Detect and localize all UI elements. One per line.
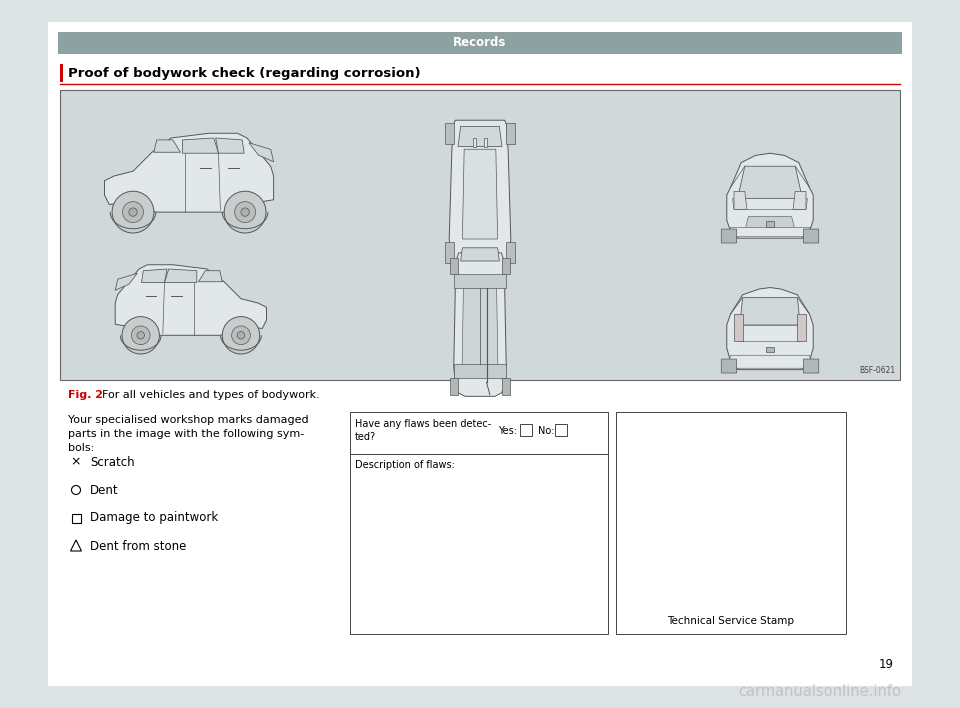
Ellipse shape <box>234 202 255 222</box>
Text: Yes:: Yes: <box>498 426 517 436</box>
Ellipse shape <box>237 331 245 339</box>
Text: No:: No: <box>538 426 555 436</box>
Ellipse shape <box>225 191 266 233</box>
Polygon shape <box>729 227 812 236</box>
FancyBboxPatch shape <box>721 229 736 243</box>
Ellipse shape <box>112 191 154 233</box>
Polygon shape <box>199 270 223 282</box>
Text: Dent from stone: Dent from stone <box>90 539 186 552</box>
Text: Your specialised workshop marks damaged: Your specialised workshop marks damaged <box>68 415 308 425</box>
Ellipse shape <box>123 202 143 222</box>
Bar <box>350 412 608 454</box>
Text: Fig. 2: Fig. 2 <box>68 390 103 400</box>
Polygon shape <box>734 314 743 341</box>
Bar <box>58 32 902 54</box>
Text: Dent: Dent <box>90 484 119 496</box>
Ellipse shape <box>241 208 250 216</box>
FancyBboxPatch shape <box>804 229 819 243</box>
Polygon shape <box>745 217 795 231</box>
Polygon shape <box>164 269 197 282</box>
Text: Scratch: Scratch <box>90 455 134 469</box>
Bar <box>60 64 63 82</box>
Polygon shape <box>737 166 803 199</box>
Text: Proof of bodywork check (regarding corrosion): Proof of bodywork check (regarding corro… <box>68 67 420 79</box>
Text: parts in the image with the following sym-: parts in the image with the following sy… <box>68 429 304 439</box>
Polygon shape <box>449 258 458 274</box>
Text: Damage to paintwork: Damage to paintwork <box>90 511 218 525</box>
Bar <box>555 424 567 436</box>
Polygon shape <box>454 365 506 378</box>
Polygon shape <box>502 258 511 274</box>
Text: carmanualsonline.info: carmanualsonline.info <box>738 685 901 700</box>
Bar <box>766 221 774 227</box>
Bar <box>350 454 608 634</box>
FancyBboxPatch shape <box>721 359 736 373</box>
Polygon shape <box>115 265 267 336</box>
Polygon shape <box>249 143 274 161</box>
Text: ted?: ted? <box>355 432 376 442</box>
Polygon shape <box>454 253 506 396</box>
Bar <box>766 347 774 353</box>
Ellipse shape <box>223 316 260 354</box>
Polygon shape <box>729 355 812 368</box>
Polygon shape <box>740 297 801 325</box>
Text: Have any flaws been detec-: Have any flaws been detec- <box>355 419 492 429</box>
Polygon shape <box>461 248 499 261</box>
Text: Description of flaws:: Description of flaws: <box>355 460 455 470</box>
Polygon shape <box>793 191 806 210</box>
Text: BSF-0621: BSF-0621 <box>859 366 895 375</box>
Polygon shape <box>182 138 219 153</box>
Polygon shape <box>727 287 813 370</box>
Polygon shape <box>154 140 180 152</box>
Polygon shape <box>727 153 813 238</box>
Text: bols:: bols: <box>68 443 94 453</box>
Polygon shape <box>141 269 167 282</box>
Bar <box>71 513 81 523</box>
Polygon shape <box>458 126 502 147</box>
Ellipse shape <box>231 326 251 345</box>
Polygon shape <box>798 314 806 341</box>
Polygon shape <box>485 138 487 147</box>
Bar <box>520 424 532 436</box>
Polygon shape <box>444 123 454 144</box>
Polygon shape <box>473 138 475 147</box>
Ellipse shape <box>129 208 137 216</box>
Polygon shape <box>734 191 747 210</box>
Polygon shape <box>449 120 511 270</box>
Text: ×: × <box>71 455 82 469</box>
Polygon shape <box>463 149 497 239</box>
Ellipse shape <box>137 331 144 339</box>
Ellipse shape <box>132 326 150 345</box>
Text: For all vehicles and types of bodywork.: For all vehicles and types of bodywork. <box>95 390 320 400</box>
Text: 19: 19 <box>879 658 894 671</box>
Polygon shape <box>454 274 506 288</box>
Polygon shape <box>115 273 137 290</box>
Polygon shape <box>105 133 274 212</box>
Polygon shape <box>732 199 807 210</box>
Polygon shape <box>444 241 454 263</box>
Text: Technical Service Stamp: Technical Service Stamp <box>667 616 795 626</box>
Polygon shape <box>462 276 498 375</box>
Polygon shape <box>507 123 516 144</box>
Bar <box>616 412 846 634</box>
Polygon shape <box>449 378 458 394</box>
Text: Records: Records <box>453 37 507 50</box>
Polygon shape <box>502 378 511 394</box>
Polygon shape <box>507 241 516 263</box>
Polygon shape <box>216 138 244 153</box>
FancyBboxPatch shape <box>804 359 819 373</box>
Bar <box>60 90 900 380</box>
Ellipse shape <box>122 316 159 354</box>
Polygon shape <box>740 325 801 341</box>
